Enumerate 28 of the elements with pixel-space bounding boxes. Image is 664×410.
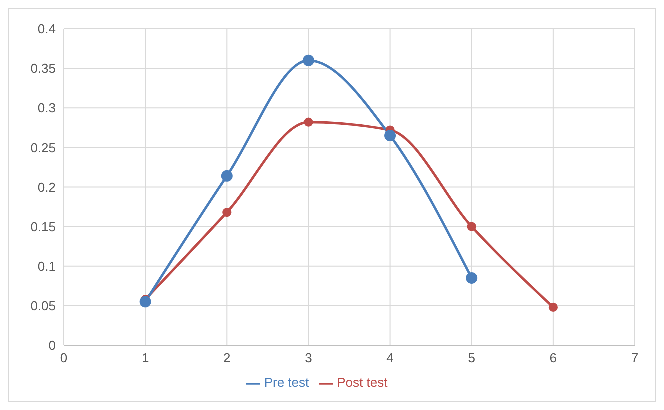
x-tick-label: 7 [631,350,639,366]
y-tick-label: 0 [48,338,56,354]
point [467,222,476,232]
y-tick-label: 0.35 [30,61,56,76]
y-tick-label: 0.3 [38,100,56,116]
point [302,54,314,66]
y-tick-label: 0.05 [30,298,56,314]
x-tick-label: 1 [142,350,150,366]
y-tick-label: 0.2 [38,180,56,195]
x-tick-label: 2 [224,350,231,366]
x-tick-label: 0 [60,350,68,366]
point [222,208,232,218]
y-tick-label: 0.1 [38,258,56,274]
point [548,302,558,312]
x-tick-label: 3 [305,350,312,366]
y-tick-label: 0.15 [30,219,56,234]
legend-label: Pre test [264,375,310,390]
legend-label: Post test [337,375,388,390]
point [221,170,233,182]
x-tick-label: 4 [386,350,394,366]
point [466,272,478,284]
y-tick-label: 0.4 [38,22,56,37]
point [384,130,396,142]
x-tick-label: 6 [550,350,558,366]
point [140,296,152,308]
y-tick-label: 0.25 [30,140,56,156]
x-tick-label: 5 [468,350,476,366]
point [304,118,314,127]
